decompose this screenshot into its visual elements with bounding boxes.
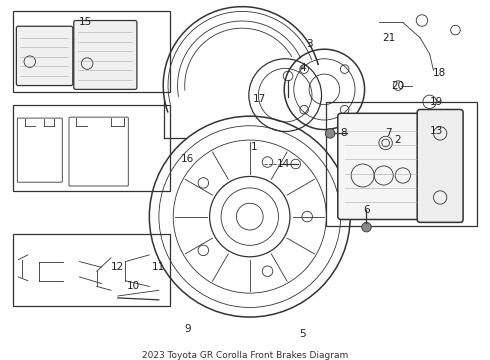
FancyBboxPatch shape	[417, 109, 463, 222]
Circle shape	[362, 222, 371, 232]
Text: 10: 10	[126, 282, 140, 292]
Bar	[326, 102, 477, 226]
Text: 14: 14	[277, 159, 290, 169]
Bar	[13, 105, 171, 191]
Text: 19: 19	[430, 97, 443, 107]
Text: 15: 15	[78, 17, 92, 27]
Bar	[13, 234, 171, 306]
Text: 9: 9	[184, 324, 191, 334]
FancyBboxPatch shape	[16, 26, 73, 86]
Circle shape	[325, 129, 335, 138]
Text: 12: 12	[111, 262, 124, 272]
Text: 17: 17	[253, 94, 266, 104]
Bar	[13, 11, 171, 92]
FancyBboxPatch shape	[338, 113, 430, 220]
Text: 13: 13	[430, 126, 443, 135]
Text: 20: 20	[392, 81, 405, 91]
Text: 16: 16	[181, 154, 194, 164]
Text: 8: 8	[340, 129, 347, 138]
Text: 2: 2	[395, 135, 401, 145]
Text: 2023 Toyota GR Corolla Front Brakes Diagram: 2023 Toyota GR Corolla Front Brakes Diag…	[142, 351, 348, 360]
Text: 5: 5	[299, 329, 306, 339]
FancyBboxPatch shape	[74, 21, 137, 89]
Text: 11: 11	[152, 262, 166, 272]
Text: 3: 3	[306, 40, 313, 49]
Text: 7: 7	[385, 129, 392, 138]
Text: 6: 6	[363, 205, 370, 215]
Text: 18: 18	[433, 68, 446, 78]
Text: 21: 21	[382, 33, 395, 43]
Text: 4: 4	[299, 63, 306, 73]
Text: 1: 1	[251, 142, 258, 152]
